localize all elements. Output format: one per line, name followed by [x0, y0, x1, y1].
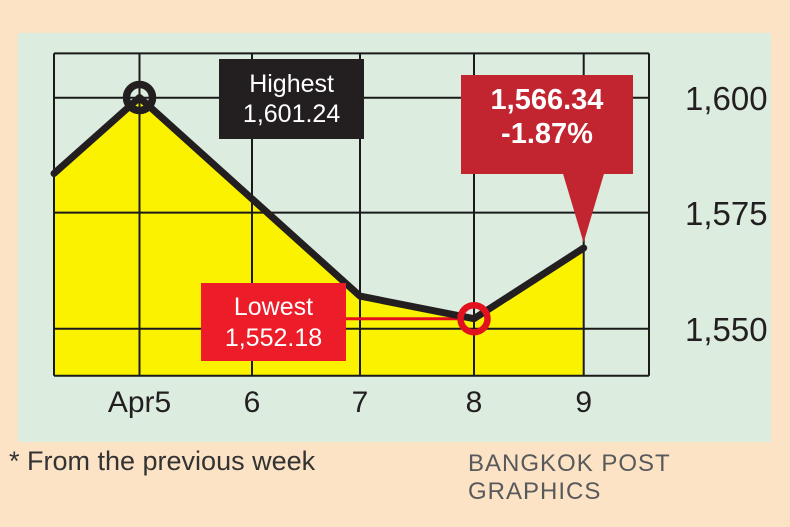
svg-text:8: 8 [466, 386, 483, 419]
svg-text:7: 7 [352, 386, 369, 419]
svg-text:Apr5: Apr5 [108, 386, 171, 419]
svg-text:1,575: 1,575 [685, 195, 768, 232]
svg-text:1,550: 1,550 [685, 311, 768, 348]
svg-text:1,600: 1,600 [685, 80, 768, 117]
svg-text:6: 6 [244, 386, 261, 419]
svg-text:9: 9 [575, 386, 592, 419]
